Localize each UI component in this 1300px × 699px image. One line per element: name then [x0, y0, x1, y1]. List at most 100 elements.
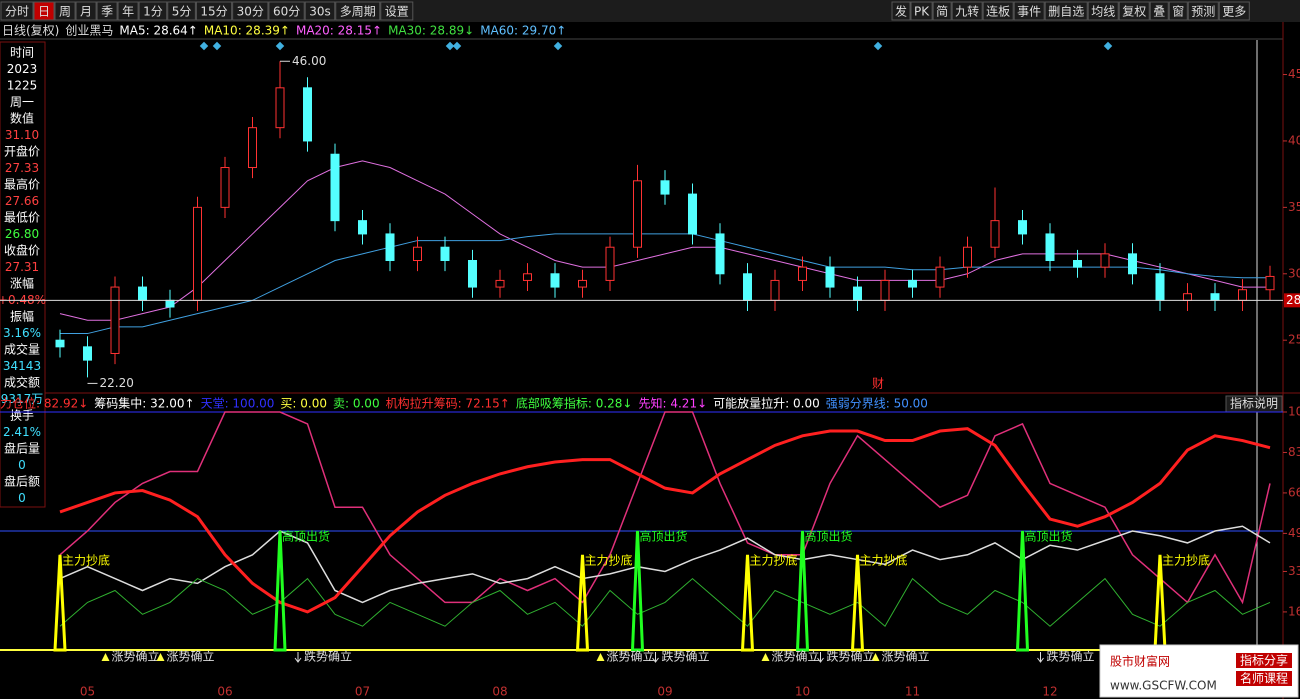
button-label: 指标说明	[1230, 396, 1278, 411]
toolbar-button[interactable]: 多周期	[335, 1, 381, 21]
toolbar-button[interactable]: 5分	[167, 1, 196, 21]
watermark-title: 股市财富网	[1110, 654, 1170, 669]
y-tick-label: 83	[1288, 445, 1300, 459]
button-label: 1分	[143, 5, 163, 19]
toolbar-button[interactable]: 发	[891, 1, 911, 21]
button-label: 九转	[955, 4, 979, 19]
indicator-header: 可能放量拉升: 0.00	[713, 396, 820, 411]
diamond	[452, 41, 462, 51]
button-label: 年	[122, 5, 134, 19]
trend-marker	[1037, 652, 1044, 663]
button-label: 日	[38, 5, 50, 19]
candle-body	[220, 167, 230, 208]
signal-label: 主力抄底	[62, 552, 110, 567]
button-label: 发	[895, 4, 907, 19]
toolbar-button[interactable]: PK	[910, 1, 933, 21]
candle-body	[605, 246, 615, 281]
annotation: 46.00	[292, 54, 326, 68]
y-tick-label: 25	[1288, 333, 1300, 347]
button-label: 复权	[1122, 5, 1146, 19]
candle-body	[385, 233, 395, 261]
candle-body	[770, 279, 780, 301]
toolbar-button[interactable]: 连板	[982, 1, 1014, 21]
indicator-header: 卖: 0.00	[333, 397, 380, 411]
button-bg	[232, 1, 269, 21]
trend-label: 涨势确立	[772, 649, 820, 664]
button-label: 30s	[309, 5, 331, 19]
toolbar-button[interactable]: 设置	[380, 1, 414, 21]
annotation: 22.20	[100, 376, 134, 390]
signal-label: 高顶出货	[282, 529, 330, 544]
x-tick-label: 07	[355, 685, 370, 699]
toolbar-button[interactable]: 九转	[951, 1, 983, 21]
button-bg	[75, 1, 97, 21]
button-bg	[117, 1, 139, 21]
candle-body	[825, 266, 835, 288]
toolbar-button[interactable]: 60分	[268, 1, 305, 21]
button-bg	[891, 1, 911, 21]
toolbar-button[interactable]: 复权	[1118, 1, 1150, 21]
candle-body	[440, 246, 450, 261]
toolbar-button[interactable]: 月	[75, 1, 97, 21]
info-item: 1225	[7, 79, 38, 93]
indicator-header: 力仓位: 82.92↓	[0, 396, 88, 411]
trend-marker	[817, 652, 824, 663]
toolbar-button[interactable]: 周	[54, 1, 76, 21]
button-label: 窗	[1172, 5, 1184, 19]
trend-label: 涨势确立	[607, 649, 655, 664]
button-bg	[1044, 1, 1088, 21]
button-label: 季	[101, 5, 113, 19]
signal-spike	[1153, 554, 1167, 652]
toolbar-button[interactable]: 更多	[1218, 1, 1250, 21]
info-item: 27.31	[5, 260, 39, 274]
y-tick-label: 66	[1288, 485, 1300, 499]
ma-info: MA20: 28.15↑	[296, 24, 382, 38]
indicator-line	[59, 525, 1271, 604]
button-label: 60分	[273, 5, 300, 19]
button-bg	[268, 1, 305, 21]
button-bg	[96, 1, 118, 21]
trend-marker	[761, 653, 770, 661]
button-bg	[1087, 1, 1119, 21]
signal-label: 主力抄底	[860, 552, 908, 567]
indicator-header: 买: 0.00	[280, 397, 327, 411]
signal-spike	[1015, 530, 1030, 652]
candle-body	[248, 127, 257, 169]
toolbar-button[interactable]: 分时	[0, 1, 34, 21]
toolbar-button[interactable]: 30分	[232, 1, 269, 21]
toolbar-button[interactable]: 均线	[1087, 1, 1119, 21]
toolbar-button[interactable]: 15分	[195, 1, 233, 21]
toolbar-button[interactable]: 30s	[304, 1, 336, 21]
button-bg	[1013, 1, 1045, 21]
toolbar-button[interactable]: 日	[33, 1, 55, 21]
moving-average	[60, 233, 1270, 335]
trend-marker	[294, 652, 302, 663]
toolbar-button[interactable]: 删自选	[1044, 1, 1088, 21]
button-bg	[380, 1, 414, 21]
toolbar-button[interactable]: 预测	[1187, 1, 1219, 21]
button-bg	[1218, 1, 1250, 21]
indicator-header: 天堂: 100.00	[201, 397, 275, 411]
toolbar-button[interactable]: 年	[117, 1, 139, 21]
toolbar-button[interactable]: 季	[96, 1, 118, 21]
toolbar-button[interactable]: 简	[932, 1, 952, 21]
toolbar-button[interactable]: 叠	[1149, 1, 1169, 21]
y-tick-label: 30	[1288, 266, 1300, 280]
toolbar-button[interactable]: 事件	[1013, 1, 1045, 21]
info-item: 27.33	[5, 161, 39, 175]
signal-spike	[795, 530, 810, 652]
button-label: 事件	[1017, 5, 1041, 19]
x-tick-label: 10	[795, 685, 810, 699]
button-bg	[982, 1, 1014, 21]
toolbar-button[interactable]: 1分	[138, 1, 168, 21]
price-tag-label: 28	[1286, 293, 1300, 307]
trend-marker	[652, 652, 659, 663]
button-label: 15分	[200, 5, 227, 19]
info-item: 周一	[10, 95, 34, 109]
button-bg	[138, 1, 168, 21]
indicator-header: 筹码集中: 32.00↑	[94, 396, 194, 411]
trend-label: 跌势确立	[1047, 649, 1095, 664]
toolbar-button[interactable]: 窗	[1168, 1, 1188, 21]
indicator-button[interactable]: 指标说明	[1225, 395, 1283, 413]
candle-body	[330, 153, 340, 222]
